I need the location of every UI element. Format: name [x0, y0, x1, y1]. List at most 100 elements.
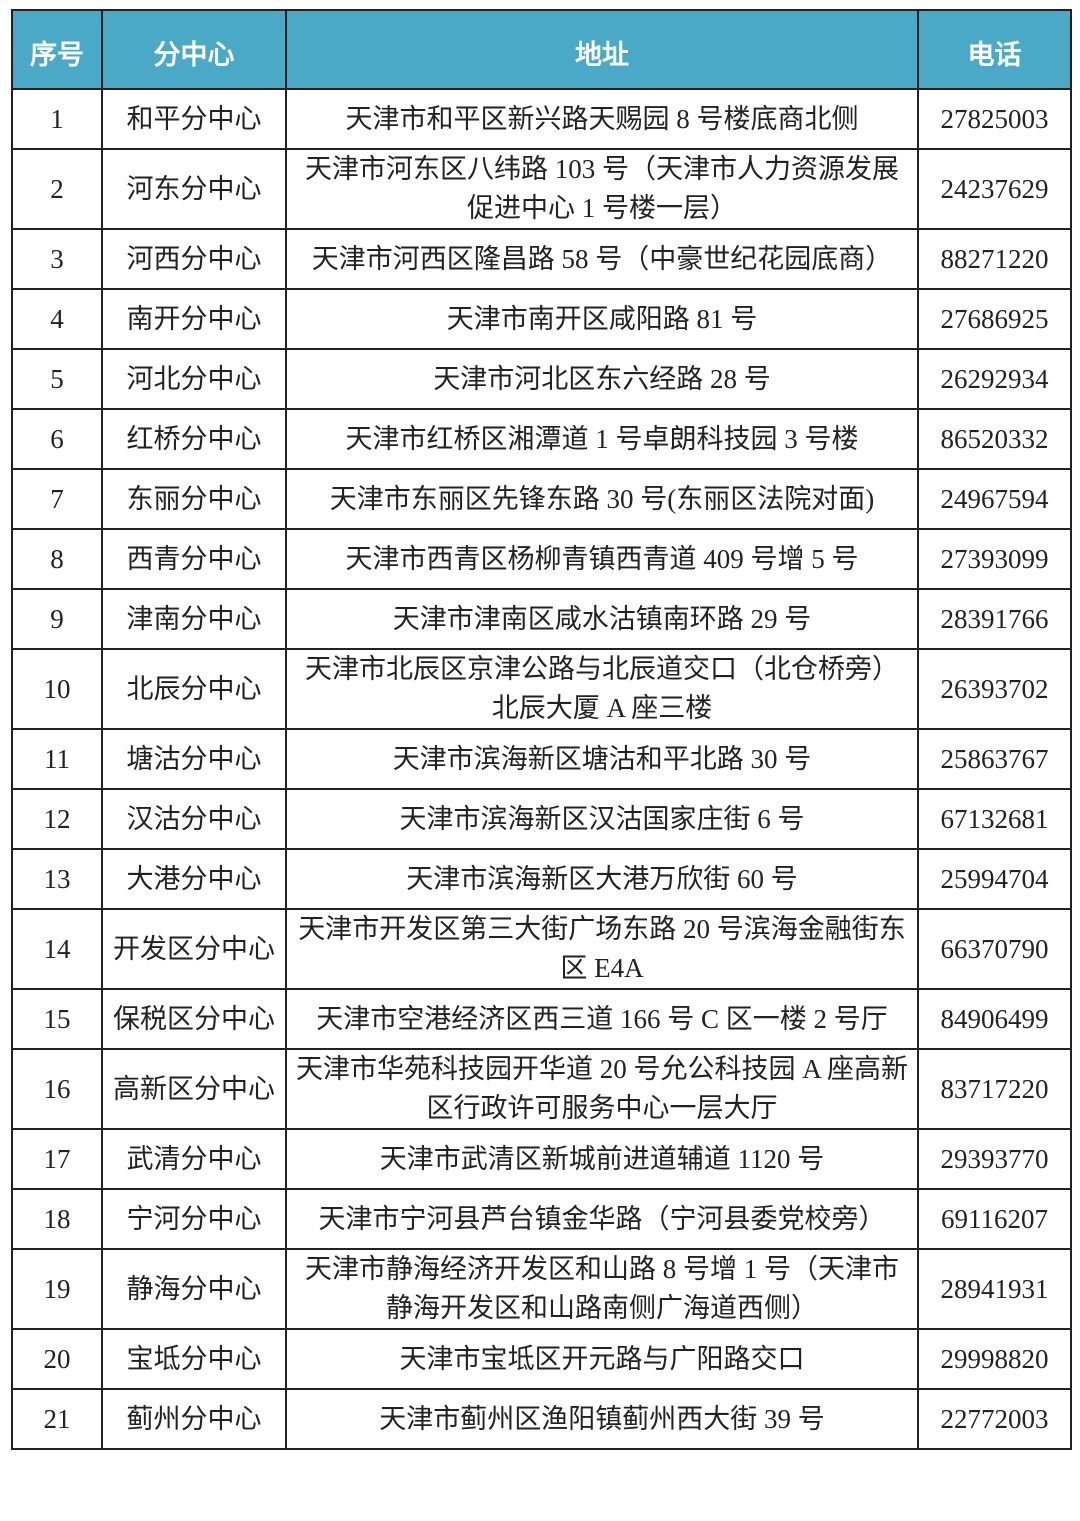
- address: 天津市北辰区京津公路与北辰道交口（北仓桥旁）北辰大厦 A 座三楼: [285, 648, 919, 730]
- address: 天津市滨海新区塘沽和平北路 30 号: [285, 728, 919, 790]
- table-row: 8 西青分中心 天津市西青区杨柳青镇西青道 409 号增 5 号 27393099: [11, 528, 1072, 590]
- address: 天津市武清区新城前进道辅道 1120 号: [285, 1128, 919, 1190]
- table-row: 3 河西分中心 天津市河西区隆昌路 58 号（中豪世纪花园底商） 88271220: [11, 228, 1072, 290]
- table-row: 12 汉沽分中心 天津市滨海新区汉沽国家庄街 6 号 67132681: [11, 788, 1072, 850]
- phone-number: 26292934: [917, 348, 1072, 410]
- table-row: 11 塘沽分中心 天津市滨海新区塘沽和平北路 30 号 25863767: [11, 728, 1072, 790]
- address: 天津市河东区八纬路 103 号（天津市人力资源发展促进中心 1 号楼一层）: [285, 148, 919, 230]
- address: 天津市红桥区湘潭道 1 号卓朗科技园 3 号楼: [285, 408, 919, 470]
- address: 天津市东丽区先锋东路 30 号(东丽区法院对面): [285, 468, 919, 530]
- phone-number: 29393770: [917, 1128, 1072, 1190]
- address: 天津市空港经济区西三道 166 号 C 区一楼 2 号厅: [285, 988, 919, 1050]
- address: 天津市河西区隆昌路 58 号（中豪世纪花园底商）: [285, 228, 919, 290]
- address: 天津市开发区第三大街广场东路 20 号滨海金融街东区 E4A: [285, 908, 919, 990]
- address: 天津市华苑科技园开华道 20 号允公科技园 A 座高新区行政许可服务中心一层大厅: [285, 1048, 919, 1130]
- table-row: 16 高新区分中心 天津市华苑科技园开华道 20 号允公科技园 A 座高新区行政许可…: [11, 1048, 1072, 1130]
- row-number: 18: [11, 1188, 103, 1250]
- center-name: 大港分中心: [101, 848, 287, 910]
- table-row: 5 河北分中心 天津市河北区东六经路 28 号 26292934: [11, 348, 1072, 410]
- header-row: 序号 分中心 地址 电话: [11, 9, 1072, 90]
- phone-number: 28941931: [917, 1248, 1072, 1330]
- center-name: 红桥分中心: [101, 408, 287, 470]
- phone-number: 25863767: [917, 728, 1072, 790]
- header-center: 分中心: [101, 9, 287, 90]
- address: 天津市河北区东六经路 28 号: [285, 348, 919, 410]
- row-number: 5: [11, 348, 103, 410]
- table-row: 6 红桥分中心 天津市红桥区湘潭道 1 号卓朗科技园 3 号楼 86520332: [11, 408, 1072, 470]
- center-name: 河北分中心: [101, 348, 287, 410]
- table-row: 13 大港分中心 天津市滨海新区大港万欣街 60 号 25994704: [11, 848, 1072, 910]
- center-name: 和平分中心: [101, 88, 287, 150]
- address: 天津市津南区咸水沽镇南环路 29 号: [285, 588, 919, 650]
- center-name: 宁河分中心: [101, 1188, 287, 1250]
- table-row: 10 北辰分中心 天津市北辰区京津公路与北辰道交口（北仓桥旁）北辰大厦 A 座三楼 2…: [11, 648, 1072, 730]
- phone-number: 29998820: [917, 1328, 1072, 1390]
- table-row: 1 和平分中心 天津市和平区新兴路天赐园 8 号楼底商北侧 27825003: [11, 88, 1072, 150]
- row-number: 10: [11, 648, 103, 730]
- center-name: 塘沽分中心: [101, 728, 287, 790]
- phone-number: 27393099: [917, 528, 1072, 590]
- row-number: 2: [11, 148, 103, 230]
- phone-number: 27825003: [917, 88, 1072, 150]
- phone-number: 27686925: [917, 288, 1072, 350]
- phone-number: 83717220: [917, 1048, 1072, 1130]
- address: 天津市滨海新区汉沽国家庄街 6 号: [285, 788, 919, 850]
- table-row: 18 宁河分中心 天津市宁河县芦台镇金华路（宁河县委党校旁） 69116207: [11, 1188, 1072, 1250]
- phone-number: 88271220: [917, 228, 1072, 290]
- row-number: 4: [11, 288, 103, 350]
- phone-number: 26393702: [917, 648, 1072, 730]
- table-row: 21 蓟州分中心 天津市蓟州区渔阳镇蓟州西大街 39 号 22772003: [11, 1388, 1072, 1450]
- center-name: 开发区分中心: [101, 908, 287, 990]
- row-number: 11: [11, 728, 103, 790]
- table-row: 7 东丽分中心 天津市东丽区先锋东路 30 号(东丽区法院对面) 24967594: [11, 468, 1072, 530]
- header-phone: 电话: [917, 9, 1072, 90]
- row-number: 6: [11, 408, 103, 470]
- row-number: 17: [11, 1128, 103, 1190]
- row-number: 19: [11, 1248, 103, 1330]
- table-row: 9 津南分中心 天津市津南区咸水沽镇南环路 29 号 28391766: [11, 588, 1072, 650]
- table-row: 15 保税区分中心 天津市空港经济区西三道 166 号 C 区一楼 2 号厅 8490…: [11, 988, 1072, 1050]
- phone-number: 86520332: [917, 408, 1072, 470]
- phone-number: 24967594: [917, 468, 1072, 530]
- table-row: 14 开发区分中心 天津市开发区第三大街广场东路 20 号滨海金融街东区 E4A 66…: [11, 908, 1072, 990]
- address: 天津市宝坻区开元路与广阳路交口: [285, 1328, 919, 1390]
- center-name: 高新区分中心: [101, 1048, 287, 1130]
- row-number: 21: [11, 1388, 103, 1450]
- phone-number: 22772003: [917, 1388, 1072, 1450]
- header-address: 地址: [285, 9, 919, 90]
- row-number: 7: [11, 468, 103, 530]
- center-name: 南开分中心: [101, 288, 287, 350]
- phone-number: 25994704: [917, 848, 1072, 910]
- row-number: 20: [11, 1328, 103, 1390]
- center-name: 河东分中心: [101, 148, 287, 230]
- center-name: 保税区分中心: [101, 988, 287, 1050]
- table-row: 2 河东分中心 天津市河东区八纬路 103 号（天津市人力资源发展促进中心 1 号楼…: [11, 148, 1072, 230]
- phone-number: 84906499: [917, 988, 1072, 1050]
- center-name: 北辰分中心: [101, 648, 287, 730]
- row-number: 8: [11, 528, 103, 590]
- service-centers-table: 序号 分中心 地址 电话 1 和平分中心 天津市和平区新兴路天赐园 8 号楼底商北侧…: [11, 9, 1072, 1450]
- address: 天津市西青区杨柳青镇西青道 409 号增 5 号: [285, 528, 919, 590]
- address: 天津市和平区新兴路天赐园 8 号楼底商北侧: [285, 88, 919, 150]
- table-row: 17 武清分中心 天津市武清区新城前进道辅道 1120 号 29393770: [11, 1128, 1072, 1190]
- table-row: 19 静海分中心 天津市静海经济开发区和山路 8 号增 1 号（天津市静海开发区和山…: [11, 1248, 1072, 1330]
- center-name: 武清分中心: [101, 1128, 287, 1190]
- table-row: 20 宝坻分中心 天津市宝坻区开元路与广阳路交口 29998820: [11, 1328, 1072, 1390]
- row-number: 1: [11, 88, 103, 150]
- center-name: 西青分中心: [101, 528, 287, 590]
- row-number: 16: [11, 1048, 103, 1130]
- address: 天津市静海经济开发区和山路 8 号增 1 号（天津市静海开发区和山路南侧广海道西…: [285, 1248, 919, 1330]
- row-number: 12: [11, 788, 103, 850]
- center-name: 津南分中心: [101, 588, 287, 650]
- row-number: 9: [11, 588, 103, 650]
- center-name: 汉沽分中心: [101, 788, 287, 850]
- center-name: 蓟州分中心: [101, 1388, 287, 1450]
- address: 天津市蓟州区渔阳镇蓟州西大街 39 号: [285, 1388, 919, 1450]
- phone-number: 66370790: [917, 908, 1072, 990]
- address: 天津市滨海新区大港万欣街 60 号: [285, 848, 919, 910]
- center-name: 河西分中心: [101, 228, 287, 290]
- center-name: 静海分中心: [101, 1248, 287, 1330]
- row-number: 13: [11, 848, 103, 910]
- row-number: 14: [11, 908, 103, 990]
- row-number: 3: [11, 228, 103, 290]
